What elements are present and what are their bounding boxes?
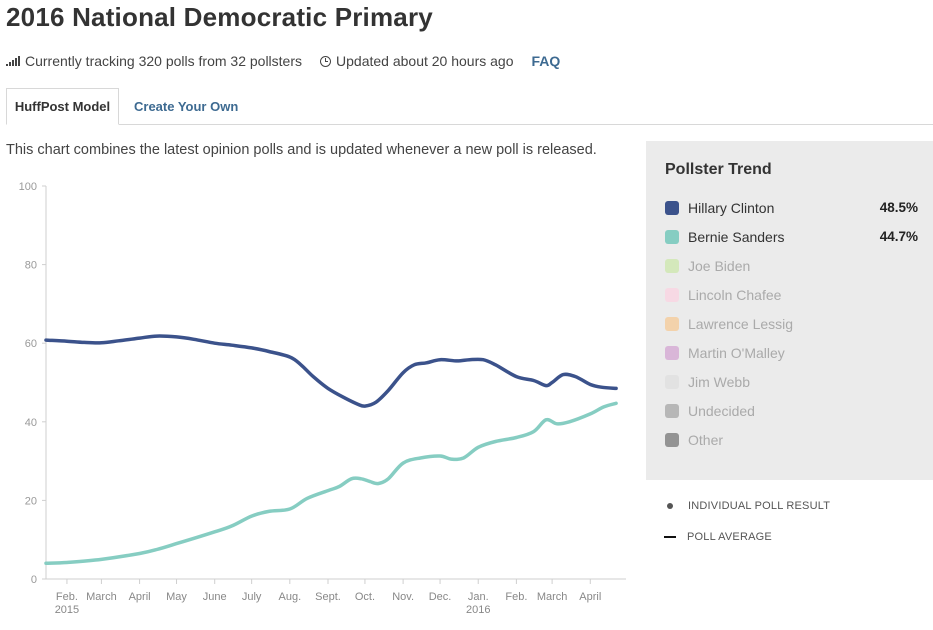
legend-list: Hillary Clinton 48.5% Bernie Sanders 44.7% J… (665, 193, 918, 454)
legend-item-name: Lincoln Chafee (688, 286, 782, 303)
y-tick-label: 100 (19, 181, 37, 193)
y-tick-label: 20 (25, 495, 37, 507)
meta-row: Currently tracking 320 polls from 32 pol… (6, 52, 560, 70)
tab-create-your-own[interactable]: Create Your Own (134, 99, 239, 114)
legend-item[interactable]: Joe Biden (665, 251, 918, 280)
y-tick-label: 40 (25, 417, 37, 429)
faq-link[interactable]: FAQ (531, 53, 561, 69)
x-tick-label: July (242, 591, 262, 603)
x-tick-label: Dec. (429, 591, 452, 603)
legend-swatch (665, 345, 679, 360)
x-tick-year-label: 2015 (55, 604, 79, 616)
tab-bar: HuffPost Model Create Your Own (6, 88, 933, 125)
legend-swatch (665, 403, 679, 418)
legend-item[interactable]: Lawrence Lessig (665, 309, 918, 338)
legend-swatch (665, 200, 679, 215)
legend-item-name: Other (688, 431, 724, 448)
x-tick-label: Sept. (315, 591, 341, 603)
legend-item[interactable]: Undecided (665, 396, 918, 425)
legend-item-name: Undecided (688, 402, 755, 419)
x-tick-label: March (537, 591, 568, 603)
legend-item-name: Jim Webb (688, 373, 750, 390)
x-tick-label: March (86, 591, 117, 603)
legend-panel: Pollster Trend Hillary Clinton 48.5% Berni… (646, 141, 933, 480)
x-tick-label: Jan. (468, 591, 489, 603)
tracking-info: Currently tracking 320 polls from 32 pol… (6, 53, 302, 69)
legend-item-value: 44.7% (879, 229, 918, 244)
legend-item[interactable]: Hillary Clinton 48.5% (665, 193, 918, 222)
legend-item-name: Hillary Clinton (688, 199, 775, 216)
legend-item[interactable]: Jim Webb (665, 367, 918, 396)
line-icon (664, 536, 676, 538)
key-individual-poll: INDIVIDUAL POLL RESULT (664, 500, 830, 512)
legend-title: Pollster Trend (665, 161, 772, 178)
legend-item-value: 48.5% (879, 200, 918, 215)
x-tick-label: Feb. (56, 591, 78, 603)
legend-item-name: Martin O'Malley (688, 344, 785, 361)
legend-item[interactable]: Martin O'Malley (665, 338, 918, 367)
y-tick-label: 0 (31, 574, 37, 586)
series-line-hillary-clinton (44, 334, 618, 408)
y-tick-label: 60 (25, 338, 37, 350)
legend-swatch (665, 432, 679, 447)
x-tick-label: Aug. (279, 591, 302, 603)
x-tick-label: May (166, 591, 187, 603)
legend-swatch (665, 316, 679, 331)
x-tick-label: April (129, 591, 151, 603)
updated-info: Updated about 20 hours ago (320, 53, 514, 69)
legend-item[interactable]: Bernie Sanders 44.7% (665, 222, 918, 251)
chart-description: This chart combines the latest opinion p… (6, 142, 597, 158)
legend-swatch (665, 229, 679, 244)
legend-swatch (665, 287, 679, 302)
x-tick-label: Feb. (505, 591, 527, 603)
key-poll-average: POLL AVERAGE (664, 531, 772, 543)
x-tick-label: April (579, 591, 601, 603)
signal-bars-icon (6, 56, 20, 66)
tracking-text: Currently tracking 320 polls from 32 pol… (25, 53, 303, 69)
clock-icon (320, 55, 332, 67)
legend-item-name: Lawrence Lessig (688, 315, 794, 332)
legend-item[interactable]: Other (665, 425, 918, 454)
x-tick-year-label: 2016 (466, 604, 490, 616)
updated-text: Updated about 20 hours ago (336, 53, 514, 69)
legend-item[interactable]: Lincoln Chafee (665, 280, 918, 309)
legend-item-name: Bernie Sanders (688, 228, 785, 245)
tab-huffpost-model[interactable]: HuffPost Model (6, 88, 119, 125)
legend-item-name: Joe Biden (688, 257, 751, 274)
y-tick-label: 80 (25, 260, 37, 272)
key-average-label: POLL AVERAGE (687, 531, 772, 543)
legend-swatch (665, 374, 679, 389)
x-tick-label: Nov. (392, 591, 414, 603)
x-tick-label: Oct. (355, 591, 375, 603)
page-title: 2016 National Democratic Primary (6, 2, 433, 32)
legend-swatch (665, 258, 679, 273)
dot-icon (667, 503, 673, 509)
series-line-bernie-sanders (44, 401, 618, 566)
key-individual-label: INDIVIDUAL POLL RESULT (688, 500, 831, 512)
x-tick-label: June (203, 591, 227, 603)
